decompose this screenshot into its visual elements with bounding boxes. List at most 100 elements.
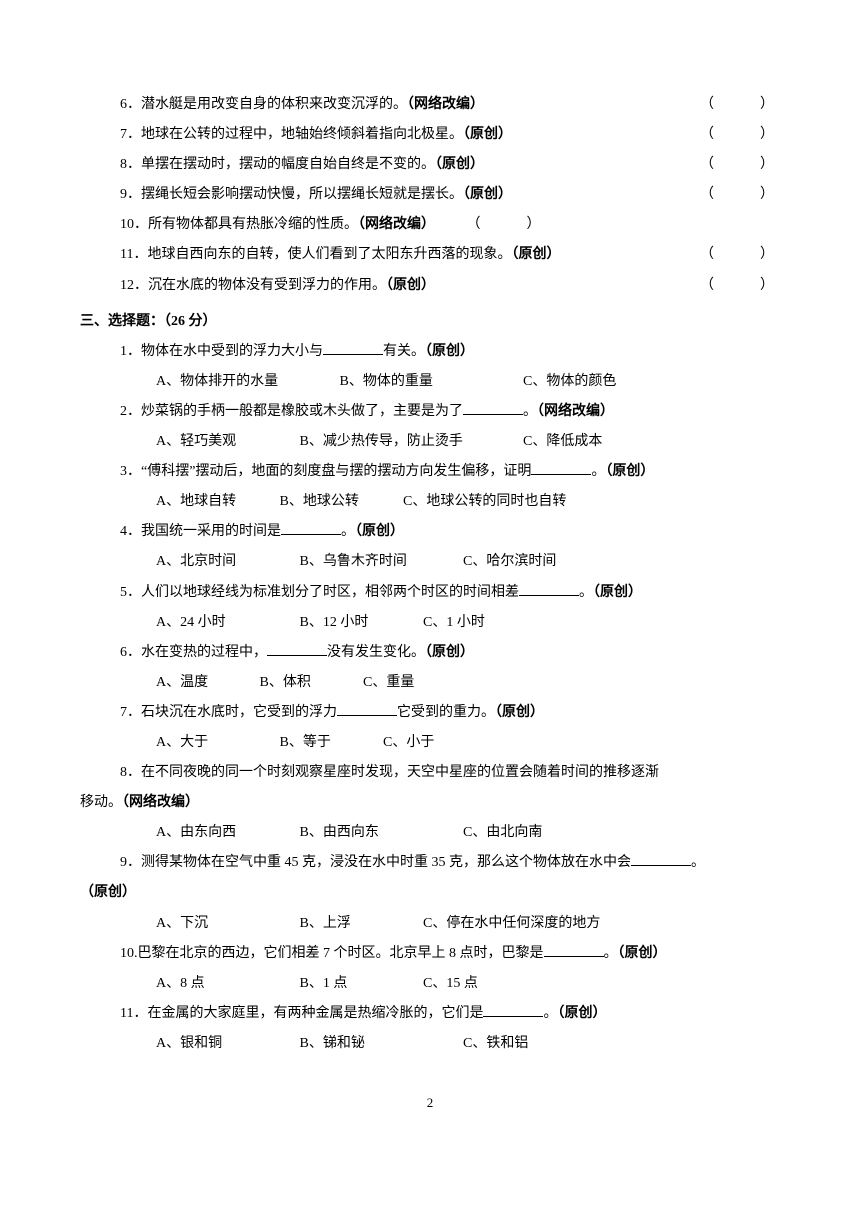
mc-q2: 2．炒菜锅的手柄一般都是橡胶或木头做了，主要是为了。（网络改编） bbox=[80, 397, 780, 427]
opt-b[interactable]: B、地球公转 bbox=[280, 487, 400, 517]
num: 9． bbox=[120, 855, 141, 870]
opt-a[interactable]: A、由东向西 bbox=[156, 818, 296, 848]
opt-c[interactable]: C、停在水中任何深度的地方 bbox=[423, 909, 600, 939]
blank[interactable] bbox=[267, 641, 327, 656]
num: 8． bbox=[120, 157, 141, 172]
answer-paren[interactable]: （ ） bbox=[700, 120, 780, 150]
mc-q3: 3．“傅科摆”摆动后，地面的刻度盘与摆的摆动方向发生偏移，证明。（原创） bbox=[80, 457, 780, 487]
num: 7． bbox=[120, 127, 141, 142]
blank[interactable] bbox=[463, 400, 523, 415]
opt-c[interactable]: C、物体的颜色 bbox=[523, 367, 616, 397]
opt-b[interactable]: B、上浮 bbox=[300, 909, 420, 939]
blank[interactable] bbox=[337, 701, 397, 716]
opt-c[interactable]: C、降低成本 bbox=[523, 427, 602, 457]
mc-q11-options: A、银和铜 B、锑和铋 C、铁和铝 bbox=[80, 1029, 780, 1059]
tag: （网络改编） bbox=[537, 404, 614, 419]
tag: （原创） bbox=[511, 247, 560, 262]
tf-item-11: 11．地球自西向东的自转，使人们看到了太阳东升西落的现象。（原创） （ ） bbox=[80, 240, 780, 270]
opt-c[interactable]: C、哈尔滨时间 bbox=[463, 547, 556, 577]
opt-c[interactable]: C、铁和铝 bbox=[463, 1029, 528, 1059]
opt-c[interactable]: C、1 小时 bbox=[423, 608, 485, 638]
answer-paren[interactable]: （ ） bbox=[700, 180, 780, 210]
opt-a[interactable]: A、轻巧美观 bbox=[156, 427, 296, 457]
text-a: 巴黎在北京的西边，它们相差 7 个时区。北京早上 8 点时，巴黎是 bbox=[138, 946, 544, 961]
num: 3． bbox=[120, 464, 141, 479]
opt-a[interactable]: A、银和铜 bbox=[156, 1029, 296, 1059]
tag: （原创） bbox=[618, 946, 667, 961]
text: 摆绳长短会影响摆动快慢，所以摆绳长短就是摆长。 bbox=[141, 187, 463, 202]
opt-b[interactable]: B、锑和铋 bbox=[300, 1029, 460, 1059]
opt-b[interactable]: B、12 小时 bbox=[300, 608, 420, 638]
opt-a[interactable]: A、物体排开的水量 bbox=[156, 367, 336, 397]
opt-c[interactable]: C、15 点 bbox=[423, 969, 478, 999]
opt-c[interactable]: C、由北向南 bbox=[463, 818, 542, 848]
tag: （原创） bbox=[463, 187, 512, 202]
tag: （原创） bbox=[605, 464, 654, 479]
text: 移动。 bbox=[80, 795, 122, 810]
mc-q4-options: A、北京时间 B、乌鲁木齐时间 C、哈尔滨时间 bbox=[80, 547, 780, 577]
text-a: 我国统一采用的时间是 bbox=[141, 524, 281, 539]
mc-q5: 5．人们以地球经线为标准划分了时区，相邻两个时区的时间相差。（原创） bbox=[80, 578, 780, 608]
opt-b[interactable]: B、1 点 bbox=[300, 969, 420, 999]
opt-b[interactable]: B、体积 bbox=[260, 668, 360, 698]
opt-a[interactable]: A、8 点 bbox=[156, 969, 296, 999]
opt-a[interactable]: A、下沉 bbox=[156, 909, 296, 939]
answer-paren[interactable]: （ ） bbox=[700, 240, 780, 270]
text-a: 水在变热的过程中， bbox=[141, 645, 267, 660]
mc-q7: 7．石块沉在水底时，它受到的浮力它受到的重力。（原创） bbox=[80, 698, 780, 728]
mc-q9-tag: （原创） bbox=[80, 878, 780, 908]
opt-c[interactable]: C、地球公转的同时也自转 bbox=[403, 487, 566, 517]
text: 地球在公转的过程中，地轴始终倾斜着指向北极星。 bbox=[141, 127, 463, 142]
answer-paren[interactable]: （ ） bbox=[700, 90, 780, 120]
text: 潜水艇是用改变自身的体积来改变沉浮的。 bbox=[141, 97, 407, 112]
blank[interactable] bbox=[544, 942, 604, 957]
opt-b[interactable]: B、乌鲁木齐时间 bbox=[300, 547, 460, 577]
opt-a[interactable]: A、温度 bbox=[156, 668, 256, 698]
text-b: 它受到的重力。 bbox=[397, 705, 495, 720]
text: 地球自西向东的自转，使人们看到了太阳东升西落的现象。 bbox=[147, 247, 511, 262]
text: 单摆在摆动时，摆动的幅度自始自终是不变的。 bbox=[141, 157, 435, 172]
tag: （原创） bbox=[425, 344, 474, 359]
tf-item-9: 9．摆绳长短会影响摆动快慢，所以摆绳长短就是摆长。（原创） （ ） bbox=[80, 180, 780, 210]
exam-page: 6．潜水艇是用改变自身的体积来改变沉浮的。（网络改编） （ ） 7．地球在公转的… bbox=[0, 0, 860, 1157]
blank[interactable] bbox=[323, 340, 383, 355]
text-a: “傅科摆”摆动后，地面的刻度盘与摆的摆动方向发生偏移，证明 bbox=[141, 464, 531, 479]
num: 1． bbox=[120, 344, 141, 359]
num: 9． bbox=[120, 187, 141, 202]
answer-paren[interactable]: （ ） bbox=[700, 150, 780, 180]
opt-b[interactable]: B、由西向东 bbox=[300, 818, 460, 848]
mc-q8-line1: 8．在不同夜晚的同一个时刻观察星座时发现，天空中星座的位置会随着时间的推移逐渐 bbox=[80, 758, 780, 788]
tf-item-8: 8．单摆在摆动时，摆动的幅度自始自终是不变的。（原创） （ ） bbox=[80, 150, 780, 180]
tag: （网络改编） bbox=[358, 217, 435, 232]
page-number: 2 bbox=[80, 1089, 780, 1117]
text-a: 在金属的大家庭里，有两种金属是热缩冷胀的，它们是 bbox=[147, 1006, 483, 1021]
opt-c[interactable]: C、小于 bbox=[383, 728, 434, 758]
mc-q10-options: A、8 点 B、1 点 C、15 点 bbox=[80, 969, 780, 999]
text-b: 有关。 bbox=[383, 344, 425, 359]
blank[interactable] bbox=[281, 520, 341, 535]
tag: （原创） bbox=[557, 1006, 606, 1021]
opt-a[interactable]: A、大于 bbox=[156, 728, 276, 758]
blank[interactable] bbox=[531, 460, 591, 475]
answer-paren[interactable]: （ ） bbox=[700, 271, 780, 301]
opt-a[interactable]: A、北京时间 bbox=[156, 547, 296, 577]
mc-q4: 4．我国统一采用的时间是。（原创） bbox=[80, 517, 780, 547]
blank[interactable] bbox=[631, 851, 691, 866]
opt-a[interactable]: A、地球自转 bbox=[156, 487, 276, 517]
section-3-heading: 三、选择题：（26 分） bbox=[80, 307, 780, 337]
answer-paren[interactable]: （ ） bbox=[467, 217, 547, 232]
opt-b[interactable]: B、减少热传导，防止烫手 bbox=[300, 427, 520, 457]
num: 4． bbox=[120, 524, 141, 539]
opt-b[interactable]: B、等于 bbox=[280, 728, 380, 758]
mc-q6: 6．水在变热的过程中，没有发生变化。（原创） bbox=[80, 638, 780, 668]
opt-c[interactable]: C、重量 bbox=[363, 668, 414, 698]
text-a: 测得某物体在空气中重 45 克，浸没在水中时重 35 克，那么这个物体放在水中会 bbox=[141, 855, 631, 870]
opt-b[interactable]: B、物体的重量 bbox=[340, 367, 520, 397]
mc-q11: 11．在金属的大家庭里，有两种金属是热缩冷胀的，它们是。（原创） bbox=[80, 999, 780, 1029]
blank[interactable] bbox=[519, 581, 579, 596]
opt-a[interactable]: A、24 小时 bbox=[156, 608, 296, 638]
tag: （原创） bbox=[593, 585, 642, 600]
text-b: 。 bbox=[691, 855, 705, 870]
text-b: 。 bbox=[523, 404, 537, 419]
blank[interactable] bbox=[483, 1002, 543, 1017]
